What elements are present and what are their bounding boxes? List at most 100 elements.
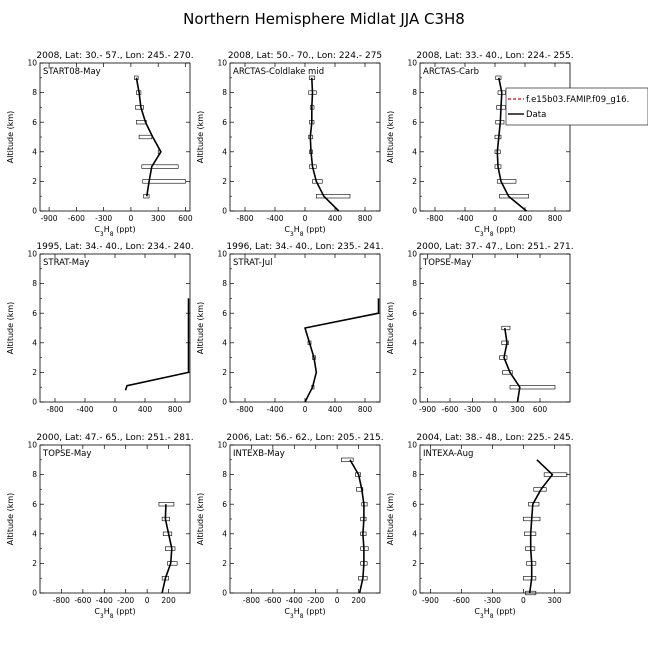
campaign-label: STRAT-Jul xyxy=(233,258,273,268)
panel-7: 2000, Lat: 47.- 65., Lon: 251.- 281. 0 2 4 6… xyxy=(6,433,194,620)
y-tick-label: 8 xyxy=(32,279,37,288)
x-tick-label: -600 xyxy=(453,596,470,605)
range-box xyxy=(499,355,508,360)
panel-8: 2006, Lat: 56.- 62., Lon: 205.- 215. 0 2 4 6… xyxy=(196,433,384,620)
x-tick-label: -800 xyxy=(236,405,253,414)
range-box xyxy=(315,194,351,199)
panel-3: 2008, Lat: 33.- 40., Lon: 224.- 255. 0 2 4 6… xyxy=(386,51,648,238)
x-tick-label: 600 xyxy=(178,214,193,223)
panel-4: 1995, Lat: 34.- 40., Lon: 234.- 240. 0 2 4 6… xyxy=(6,242,194,414)
y-tick-label: 8 xyxy=(32,470,37,479)
y-axis-label: Altitude (km) xyxy=(196,111,205,163)
series-line xyxy=(349,459,365,594)
figure-title: Northern Hemisphere Midlat JJA C3H8 xyxy=(183,10,465,28)
y-tick-label: 10 xyxy=(407,59,417,68)
x-tick-label: 400 xyxy=(518,214,533,223)
panel-header: 2000, Lat: 47.- 65., Lon: 251.- 281. xyxy=(36,433,193,443)
range-box xyxy=(501,325,511,331)
range-box xyxy=(138,134,153,140)
campaign-label: TOPSE-May xyxy=(422,258,471,268)
x-tick-label: -600 xyxy=(68,214,85,223)
x-axis-label: C3H8 (ppt) xyxy=(284,225,325,238)
plot-frame xyxy=(229,62,381,212)
x-tick-label: -800 xyxy=(53,596,70,605)
x-tick-label: 800 xyxy=(358,214,373,223)
x-tick-label: 0 xyxy=(493,405,498,414)
campaign-label: START08-May xyxy=(43,67,101,77)
x-tick-label: 200 xyxy=(161,596,176,605)
y-tick-label: 0 xyxy=(412,398,417,407)
x-tick-label: 0 xyxy=(303,214,308,223)
y-axis-label: Altitude (km) xyxy=(386,302,395,354)
range-box xyxy=(167,561,178,566)
x-tick-label: -200 xyxy=(117,596,134,605)
x-axis-label: C3H8 (ppt) xyxy=(94,225,135,238)
x-tick-label: 400 xyxy=(138,405,153,414)
y-tick-label: 8 xyxy=(412,279,417,288)
legend-box xyxy=(505,87,648,126)
y-tick-label: 0 xyxy=(222,207,227,216)
y-tick-label: 4 xyxy=(222,338,227,347)
range-box xyxy=(356,487,364,492)
y-tick-label: 6 xyxy=(222,500,227,509)
x-tick-label: -800 xyxy=(46,405,63,414)
y-tick-label: 2 xyxy=(412,368,417,377)
x-tick-label: 0 xyxy=(113,405,118,414)
x-axis-label: C3H8 (ppt) xyxy=(94,607,135,620)
y-axis-label: Altitude (km) xyxy=(196,302,205,354)
panels-grid: 2008, Lat: 30.- 57., Lon: 245.- 270. 0 2 4 6… xyxy=(6,51,648,620)
y-tick-label: 0 xyxy=(32,207,37,216)
x-tick-label: -600 xyxy=(264,596,281,605)
panel-1: 2008, Lat: 30.- 57., Lon: 245.- 270. 0 2 4 6… xyxy=(6,51,194,238)
series-line xyxy=(161,504,173,594)
y-tick-label: 4 xyxy=(412,338,417,347)
x-axis-label: C3H8 (ppt) xyxy=(474,225,515,238)
y-tick-label: 10 xyxy=(27,250,37,259)
y-axis-label: Altitude (km) xyxy=(6,302,15,354)
series-line xyxy=(503,327,521,403)
y-tick-label: 6 xyxy=(222,118,227,127)
series-line xyxy=(528,459,554,594)
x-axis-label: C3H8 (ppt) xyxy=(284,607,325,620)
range-box xyxy=(165,546,176,551)
y-tick-label: 4 xyxy=(412,529,417,538)
series-line xyxy=(496,77,528,212)
x-tick-label: -400 xyxy=(96,596,113,605)
y-tick-label: 8 xyxy=(412,470,417,479)
y-axis-label: Altitude (km) xyxy=(6,111,15,163)
y-axis-label: Altitude (km) xyxy=(6,493,15,545)
campaign-label: INTEXB-May xyxy=(233,449,285,459)
y-tick-label: 10 xyxy=(27,59,37,68)
x-tick-label: 300 xyxy=(547,596,562,605)
range-box xyxy=(341,457,354,462)
y-tick-label: 10 xyxy=(407,441,417,450)
x-tick-label: -200 xyxy=(307,596,324,605)
x-tick-label: 400 xyxy=(328,214,343,223)
range-box xyxy=(523,576,537,581)
x-tick-label: 800 xyxy=(358,405,373,414)
y-tick-label: 8 xyxy=(222,470,227,479)
y-tick-label: 4 xyxy=(32,338,37,347)
y-tick-label: 2 xyxy=(412,177,417,186)
range-box xyxy=(499,194,530,199)
plot-frame xyxy=(229,444,381,594)
y-tick-label: 2 xyxy=(32,559,37,568)
panel-header: 2008, Lat: 33.- 40., Lon: 224.- 255. xyxy=(416,51,573,61)
range-box xyxy=(141,164,179,169)
x-tick-label: 0 xyxy=(335,596,340,605)
panel-2: 2008, Lat: 50.- 70., Lon: 224.- 275 0 2 4 6 8… xyxy=(196,51,382,238)
y-tick-label: 2 xyxy=(222,368,227,377)
y-tick-label: 2 xyxy=(32,177,37,186)
series-line xyxy=(135,77,162,197)
y-tick-label: 2 xyxy=(412,559,417,568)
x-tick-label: -800 xyxy=(426,214,443,223)
x-tick-label: 800 xyxy=(548,214,563,223)
series-line xyxy=(309,77,340,212)
x-tick-label: -400 xyxy=(456,214,473,223)
plot-frame xyxy=(419,444,571,594)
x-tick-label: -400 xyxy=(266,214,283,223)
range-box xyxy=(501,340,509,345)
y-tick-label: 4 xyxy=(412,147,417,156)
x-tick-label: 300 xyxy=(510,405,525,414)
x-tick-label: 0 xyxy=(493,214,498,223)
